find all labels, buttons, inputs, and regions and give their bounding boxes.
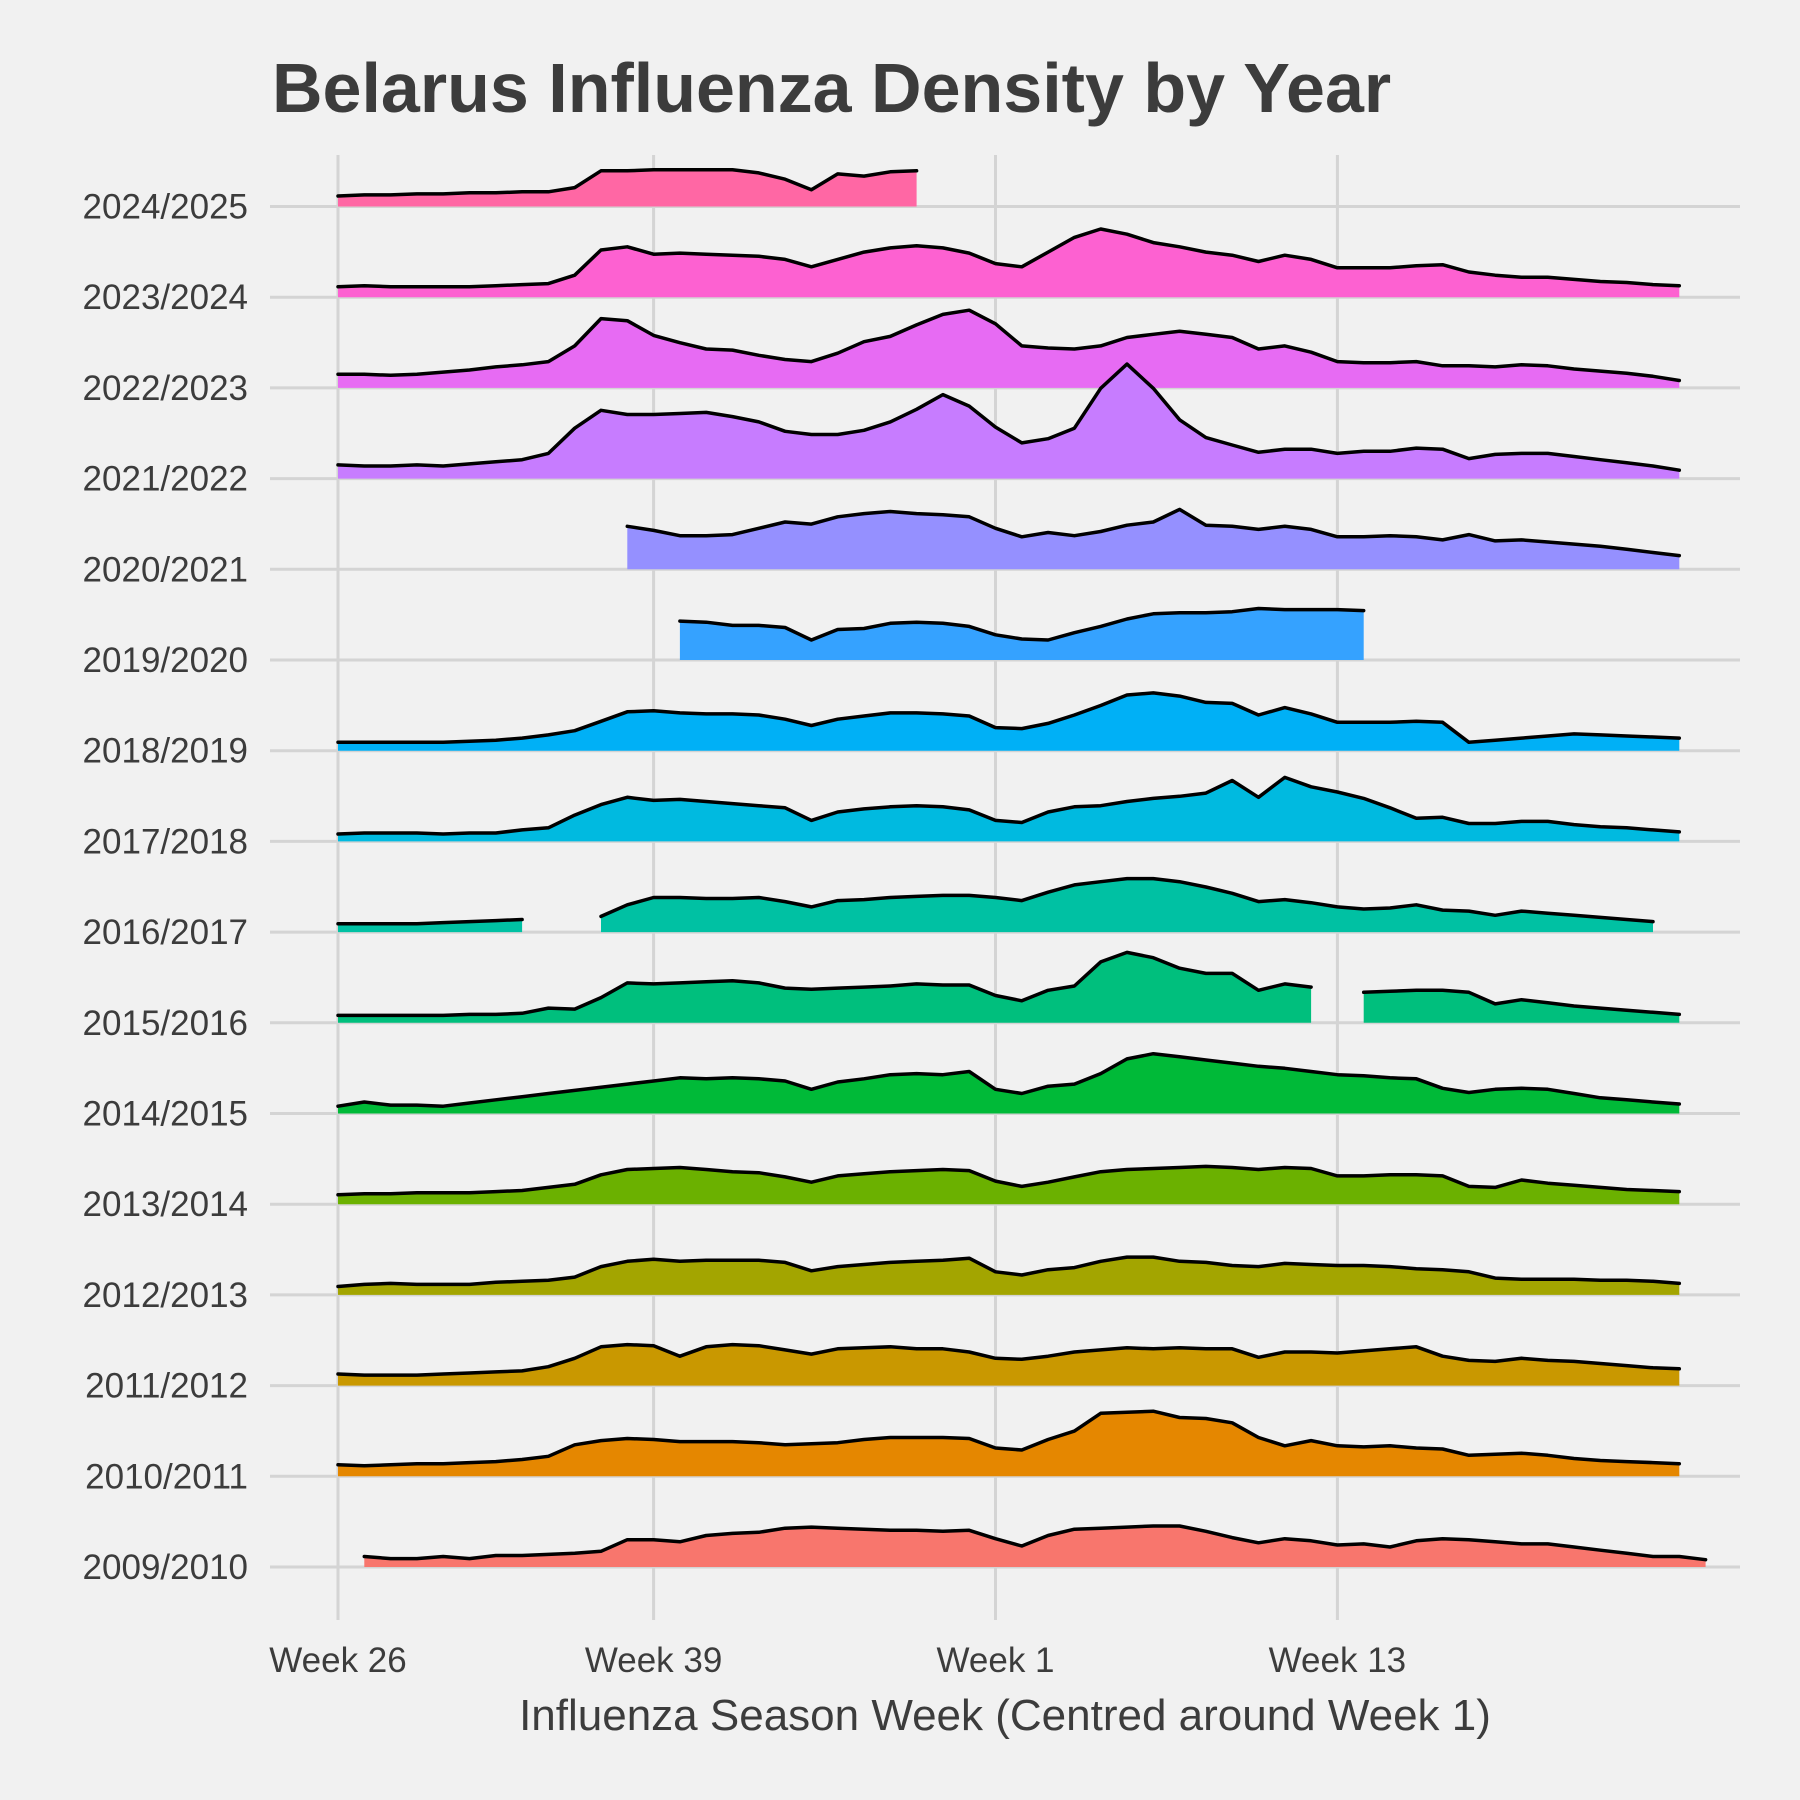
series-2024-2025 [336,168,919,207]
y-tick-label: 2020/2021 [83,550,248,589]
ridge-outline [336,917,524,926]
ridge-outline [362,1524,1708,1562]
series-2013-2014 [336,1164,1682,1205]
y-tick-label: 2011/2012 [85,1367,248,1406]
series-2011-2012 [336,1342,1682,1386]
ridge-area [601,878,1653,933]
series-2014-2015 [336,1051,1682,1114]
ridge-area [338,1053,1680,1114]
ridge-area [338,952,1312,1023]
y-tick-label: 2015/2016 [83,1004,248,1043]
ridge-outline [336,1051,1682,1108]
series-2022-2023 [336,308,1682,388]
y-tick-labels: 2009/2010 2010/2011 2011/2012 2012/2013 2013… [83,188,248,1588]
ridge-area [338,692,1680,751]
y-tick-label: 2022/2023 [83,369,248,408]
ridge-outline [599,876,1655,924]
y-tick-label: 2024/2025 [83,188,248,227]
ridge-outline [678,606,1366,642]
ridge-layer [336,168,1708,1567]
ridge-area [338,310,1680,388]
ridge-area [1363,990,1680,1023]
y-tick-label: 2019/2020 [83,641,248,680]
series-2020-2021 [625,507,1682,570]
series-2009-2010 [362,1524,1708,1567]
ridge-outline [336,1164,1682,1197]
x-tick-label: Week 26 [269,1641,407,1680]
y-tick-label: 2013/2014 [83,1185,248,1224]
x-tick-label: Week 39 [585,1641,723,1680]
ridge-outline [336,1342,1682,1377]
x-tick-label: Week 13 [1269,1641,1407,1680]
ridge-outline [336,362,1682,472]
series-2019-2020 [678,606,1366,660]
y-tick-label: 2012/2013 [83,1276,248,1315]
ridge-outline [336,950,1313,1018]
chart-title: Belarus Influenza Density by Year [272,49,1391,127]
ridge-outline [1361,988,1682,1017]
ridge-outline [336,308,1682,383]
ridge-outline [336,168,919,198]
series-2010-2011 [336,1409,1682,1477]
ridge-area [338,777,1680,842]
series-2021-2022 [336,362,1682,479]
x-tick-label: Week 1 [936,1641,1054,1680]
y-tick-label: 2010/2011 [85,1457,248,1496]
ridge-area [338,169,917,207]
series-2012-2013 [336,1255,1682,1295]
series-2016-2017 [336,876,1655,933]
ridge-area [679,608,1364,660]
ridge-area [338,364,1680,479]
y-tick-label: 2014/2015 [83,1095,248,1134]
ridge-outline [336,1255,1682,1289]
series-2018-2019 [336,691,1682,751]
y-tick-label: 2017/2018 [83,822,248,861]
x-tick-labels: Week 26 Week 39 Week 1 Week 13 [269,1641,1406,1680]
series-2017-2018 [336,775,1682,842]
y-tick-label: 2016/2017 [83,913,248,952]
series-2023-2024 [336,227,1682,298]
y-tick-label: 2023/2024 [83,278,248,317]
y-tick-label: 2021/2022 [83,460,248,499]
ridge-area [338,229,1680,298]
x-axis-title: Influenza Season Week (Centred around We… [519,1691,1491,1740]
y-tick-label: 2009/2010 [83,1548,248,1587]
ridge-outline [336,227,1682,289]
ridge-outline [336,1409,1682,1468]
ridge-outline [625,507,1682,558]
ridge-area [364,1526,1706,1567]
ridge-area [627,509,1680,570]
y-tick-label: 2018/2019 [83,732,248,771]
series-2015-2016 [336,950,1682,1023]
ridge-outline [336,775,1682,836]
ridge-area [338,1411,1680,1477]
ridge-outline [336,691,1682,745]
